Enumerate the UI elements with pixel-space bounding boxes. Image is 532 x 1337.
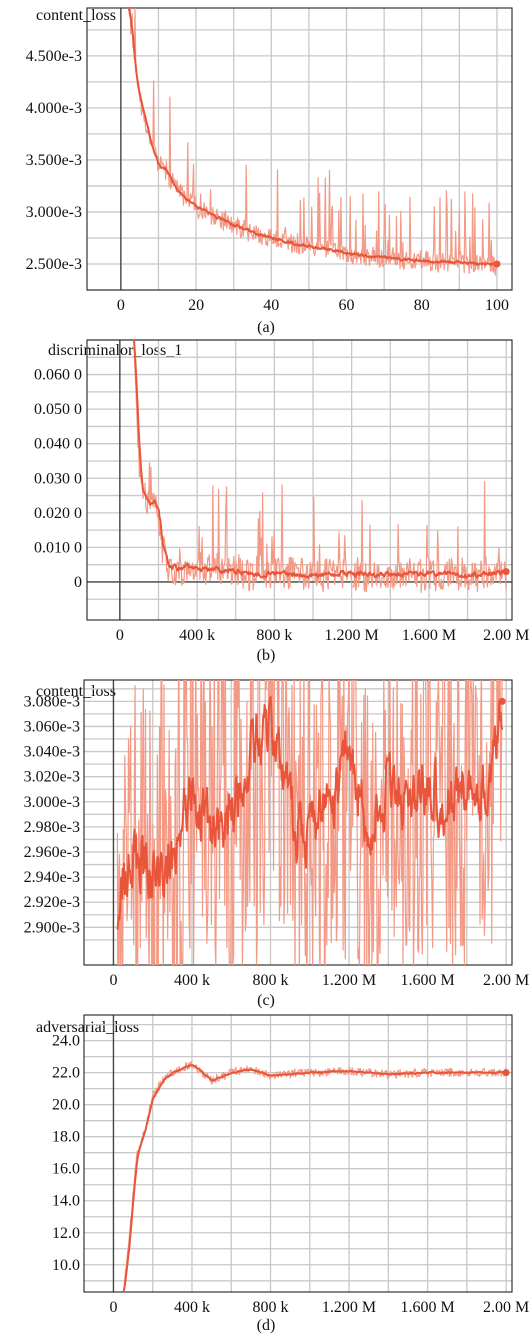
x-tick-label: 800 k: [253, 1299, 289, 1316]
series-smoothed-line: [133, 340, 508, 579]
series-raw-line: [116, 680, 503, 965]
y-tick-label: 24.0: [52, 1033, 80, 1050]
chart-title: content_loss: [36, 7, 116, 24]
x-tick-label: 60: [339, 297, 355, 314]
chart-c: content_loss 0 400 k 800 k 1.200 M 1.600 M 2.0…: [24, 679, 529, 1009]
x-tick-label: 1.600 M: [400, 1299, 454, 1316]
x-tick-label: 40: [263, 297, 279, 314]
y-tick-label: 4.000e-3: [26, 100, 82, 117]
series-smoothed-line: [116, 695, 504, 930]
x-tick-label: 2.00 M: [483, 972, 529, 989]
x-tick-label: 1.600 M: [400, 972, 454, 989]
chart-title: content_loss: [36, 683, 116, 700]
series-end-point: [502, 568, 510, 576]
y-tick-label: 16.0: [52, 1161, 80, 1178]
series-end-point: [493, 260, 501, 268]
x-tick-label: 1.600 M: [402, 627, 456, 644]
plot-frame: [83, 1014, 513, 1293]
x-tick-label: 800 k: [253, 972, 289, 989]
y-tick-label: 3.500e-3: [26, 152, 82, 169]
y-tick-label: 0.050 0: [34, 401, 82, 418]
chart-caption: (d): [257, 1317, 276, 1334]
series-smoothed-line: [128, 8, 498, 266]
x-tick-label: 2.00 M: [483, 627, 529, 644]
chart-caption: (c): [257, 992, 275, 1009]
x-tick-label: 0: [117, 297, 125, 314]
x-tick-label: 400 k: [174, 972, 210, 989]
chart-a: content_loss 0 20 40 60 80 100 2.500e-3 3.000e-3…: [26, 7, 513, 336]
y-tick-label: 2.980e-3: [24, 819, 80, 836]
x-tick-label: 0: [109, 1299, 117, 1316]
x-tick-label: 400 k: [179, 627, 215, 644]
x-tick-label: 100: [485, 297, 509, 314]
y-tick-label: 0.010 0: [34, 539, 82, 556]
y-tick-label: 2.920e-3: [24, 894, 80, 911]
plot-frame: [86, 7, 513, 291]
y-tick-label: 3.060e-3: [24, 718, 80, 735]
x-tick-label: 0: [116, 627, 124, 644]
y-tick-label: 18.0: [52, 1129, 80, 1146]
x-tick-label: 0: [109, 972, 117, 989]
y-tick-label: 2.500e-3: [26, 256, 82, 273]
chart-caption: (b): [257, 647, 276, 664]
series-raw-line: [127, 8, 498, 276]
x-tick-label: 800 k: [256, 627, 292, 644]
chart-title: discriminalor_loss_1: [48, 342, 182, 359]
chart-b: discriminalor_loss_1 0 400 k 800 k 1.200 M 1.…: [34, 339, 529, 664]
y-tick-label: 10.0: [52, 1257, 80, 1274]
plot-frame: [83, 679, 513, 966]
plot-frame: [86, 339, 513, 621]
y-tick-label: 0: [74, 574, 82, 591]
x-tick-label: 400 k: [174, 1299, 210, 1316]
x-tick-label: 80: [414, 297, 430, 314]
y-tick-label: 3.040e-3: [24, 744, 80, 761]
y-tick-label: 3.000e-3: [26, 204, 82, 221]
y-tick-label: 3.020e-3: [24, 769, 80, 786]
y-tick-label: 0.030 0: [34, 470, 82, 487]
y-tick-label: 2.960e-3: [24, 844, 80, 861]
y-tick-label: 22.0: [52, 1065, 80, 1082]
y-tick-label: 3.080e-3: [24, 693, 80, 710]
y-tick-label: 3.000e-3: [24, 794, 80, 811]
y-tick-label: 0.020 0: [34, 505, 82, 522]
x-tick-label: 1.200 M: [322, 972, 376, 989]
x-tick-label: 2.00 M: [483, 1299, 529, 1316]
y-tick-label: 12.0: [52, 1225, 80, 1242]
y-tick-label: 14.0: [52, 1193, 80, 1210]
chart-caption: (a): [257, 319, 275, 336]
y-tick-label: 4.500e-3: [26, 48, 82, 65]
y-tick-label: 2.940e-3: [24, 869, 80, 886]
y-tick-label: 2.900e-3: [24, 919, 80, 936]
series-raw-line: [133, 340, 507, 593]
x-tick-label: 1.200 M: [322, 1299, 376, 1316]
y-tick-label: 0.060 0: [34, 367, 82, 384]
x-tick-label: 1.200 M: [325, 627, 379, 644]
series-smoothed-line: [122, 1064, 507, 1292]
series-raw-line: [122, 1061, 507, 1291]
series-end-point: [502, 1069, 510, 1077]
series-end-point: [498, 697, 506, 705]
y-tick-label: 20.0: [52, 1097, 80, 1114]
y-tick-label: 0.040 0: [34, 436, 82, 453]
x-tick-label: 20: [188, 297, 204, 314]
